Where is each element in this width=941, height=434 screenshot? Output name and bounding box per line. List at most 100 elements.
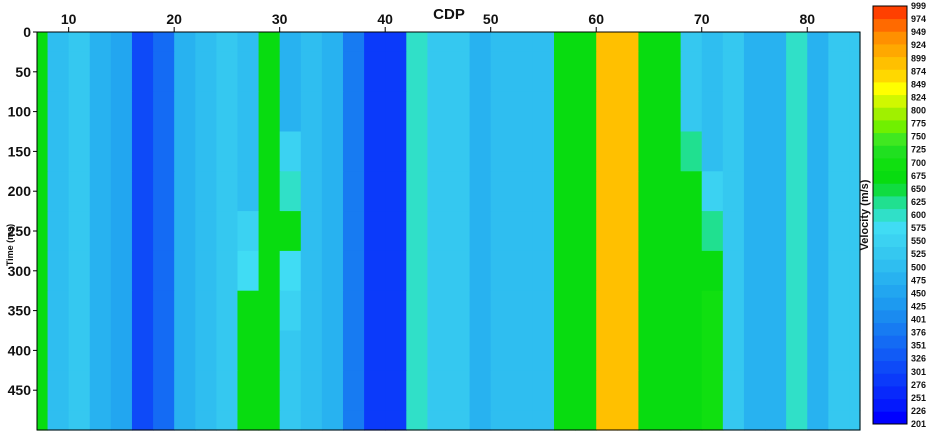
heatmap-cell <box>638 250 661 292</box>
heatmap-cell <box>490 32 513 53</box>
heatmap-cell <box>786 290 808 332</box>
heatmap-cell <box>37 410 49 431</box>
heatmap-cell <box>448 171 471 212</box>
colorbar-swatch <box>873 259 907 273</box>
heatmap-cell <box>174 131 196 172</box>
heatmap-cell <box>364 370 386 411</box>
colorbar-swatch <box>873 183 907 197</box>
x-tick-label: 40 <box>377 11 393 27</box>
heatmap-cell <box>722 370 745 411</box>
heatmap-cell <box>849 171 861 212</box>
heatmap-cell <box>680 91 703 133</box>
x-tick-label: 20 <box>166 11 182 27</box>
heatmap-cell <box>342 250 365 292</box>
heatmap-cell <box>216 91 239 133</box>
heatmap-cell <box>680 250 703 292</box>
colorbar-tick-label: 824 <box>911 92 926 102</box>
heatmap-cell <box>554 410 576 431</box>
heatmap-cell <box>216 330 239 371</box>
heatmap-cell <box>364 250 386 292</box>
heatmap-cell <box>743 330 766 371</box>
heatmap-cell <box>68 91 91 133</box>
heatmap-cell <box>258 32 281 53</box>
heatmap-cell <box>807 250 829 292</box>
x-axis-ticks: 10 20 30 40 50 60 70 80 <box>61 11 815 32</box>
heatmap-cell <box>195 330 217 371</box>
heatmap-cell <box>174 250 196 292</box>
heatmap-cell <box>406 131 428 172</box>
heatmap-cell <box>554 171 576 212</box>
heatmap-cell <box>364 171 386 212</box>
heatmap-cell <box>828 370 851 411</box>
heatmap-cell <box>448 290 471 332</box>
heatmap-cell <box>153 410 175 431</box>
heatmap-cell <box>406 211 428 252</box>
colorbar-title: Velocity (m/s) <box>859 179 871 250</box>
heatmap-cell <box>174 290 196 332</box>
heatmap-cell <box>743 171 766 212</box>
heatmap-cell <box>511 211 534 252</box>
colorbar-tick-label: 425 <box>911 301 926 311</box>
heatmap-cell <box>596 410 618 431</box>
heatmap-cell <box>385 51 407 93</box>
heatmap-cell <box>342 51 365 93</box>
heatmap-cell <box>195 250 217 292</box>
heatmap-cell <box>300 51 323 93</box>
heatmap-cell <box>131 211 154 252</box>
heatmap-cell <box>427 131 450 172</box>
y-axis-ticks: 0 50 100 150 200 250 300 350 400 450 <box>8 24 37 398</box>
heatmap-cell <box>680 32 703 53</box>
heatmap-cell <box>68 290 91 332</box>
heatmap-cell <box>342 410 365 431</box>
heatmap-cell <box>47 171 70 212</box>
heatmap-cell <box>469 250 492 292</box>
heatmap-cell <box>554 91 576 133</box>
heatmap-cell <box>153 250 175 292</box>
colorbar-tick-label: 675 <box>911 171 926 181</box>
heatmap-cell <box>321 211 344 252</box>
heatmap-cell <box>659 171 682 212</box>
heatmap-cell <box>680 131 703 172</box>
heatmap-cell <box>765 131 787 172</box>
heatmap-cell <box>47 32 70 53</box>
heatmap-cell <box>554 250 576 292</box>
heatmap-cell <box>532 131 555 172</box>
heatmap-cell <box>68 171 91 212</box>
heatmap-cell <box>258 370 281 411</box>
heatmap-cell <box>807 171 829 212</box>
colorbar-swatch <box>873 145 907 159</box>
heatmap-cell <box>786 171 808 212</box>
heatmap-cell <box>279 290 302 332</box>
heatmap-cell <box>828 131 851 172</box>
heatmap-cell <box>110 51 133 93</box>
heatmap-cell <box>216 51 239 93</box>
heatmap-cell <box>490 410 513 431</box>
heatmap-cell <box>110 171 133 212</box>
heatmap-cell <box>37 250 49 292</box>
heatmap-cell <box>300 410 323 431</box>
heatmap-cell <box>300 290 323 332</box>
heatmap-cell <box>680 51 703 93</box>
heatmap-cell <box>68 410 91 431</box>
heatmap-cell <box>342 91 365 133</box>
heatmap-cell <box>659 51 682 93</box>
heatmap-cell <box>511 250 534 292</box>
heatmap-cell <box>828 330 851 371</box>
heatmap-cell <box>47 211 70 252</box>
heatmap-cell <box>786 250 808 292</box>
heatmap-cell <box>237 131 260 172</box>
heatmap-cell <box>153 51 175 93</box>
heatmap-cell <box>554 32 576 53</box>
heatmap-cell <box>659 370 682 411</box>
heatmap-cell <box>638 330 661 371</box>
heatmap-cell <box>131 330 154 371</box>
heatmap-cell <box>195 410 217 431</box>
heatmap-cell <box>37 51 49 93</box>
heatmap-cell <box>828 51 851 93</box>
heatmap-cell <box>174 410 196 431</box>
heatmap-cell <box>701 32 724 53</box>
colorbar-swatch <box>873 360 907 374</box>
heatmap-cell <box>364 32 386 53</box>
heatmap-cell <box>427 250 450 292</box>
heatmap-cell <box>47 250 70 292</box>
